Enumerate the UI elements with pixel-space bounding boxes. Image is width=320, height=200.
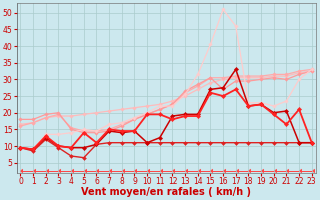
X-axis label: Vent moyen/en rafales ( km/h ): Vent moyen/en rafales ( km/h )	[81, 187, 251, 197]
